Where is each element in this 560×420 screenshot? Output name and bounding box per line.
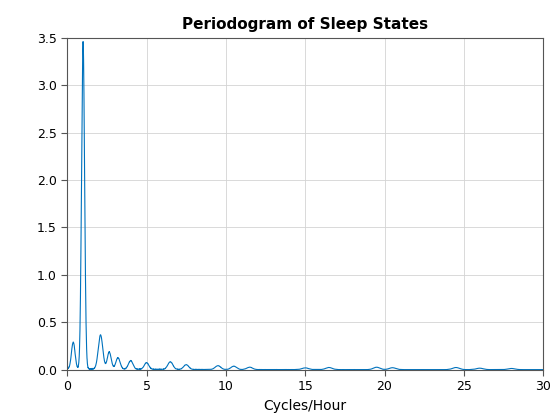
X-axis label: Cycles/Hour: Cycles/Hour [264, 399, 347, 412]
Title: Periodogram of Sleep States: Periodogram of Sleep States [182, 18, 428, 32]
